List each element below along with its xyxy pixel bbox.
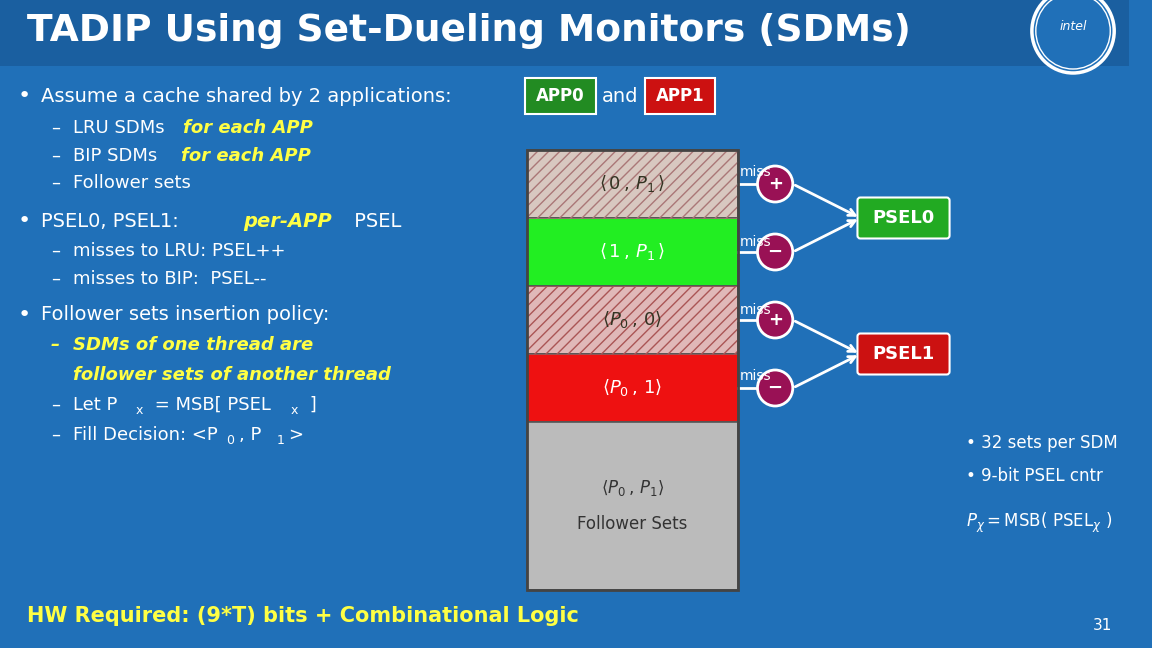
- Text: $\langle P_0\,,\, 1\rangle$: $\langle P_0\,,\, 1\rangle$: [602, 378, 662, 399]
- Text: –: –: [51, 119, 60, 137]
- Text: PSEL0, PSEL1:: PSEL0, PSEL1:: [41, 211, 185, 231]
- Text: Let P: Let P: [74, 396, 118, 414]
- Text: • 32 sets per SDM: • 32 sets per SDM: [967, 434, 1117, 452]
- Text: •: •: [17, 86, 31, 106]
- Text: Follower sets: Follower sets: [74, 174, 191, 192]
- Text: –: –: [51, 396, 60, 414]
- Text: 0: 0: [226, 435, 234, 448]
- Text: ]: ]: [304, 396, 317, 414]
- FancyBboxPatch shape: [645, 78, 715, 114]
- Bar: [528, 354, 738, 422]
- Circle shape: [758, 370, 793, 406]
- Text: for each APP: for each APP: [183, 119, 313, 137]
- Circle shape: [1032, 0, 1114, 73]
- Text: −: −: [767, 379, 782, 397]
- Bar: [528, 150, 738, 590]
- Text: Follower sets insertion policy:: Follower sets insertion policy:: [41, 305, 329, 325]
- Text: >: >: [288, 426, 303, 444]
- Circle shape: [758, 302, 793, 338]
- Text: Follower Sets: Follower Sets: [577, 515, 688, 533]
- Text: miss: miss: [740, 165, 772, 179]
- Text: follower sets of another thread: follower sets of another thread: [74, 366, 392, 384]
- Text: PSEL: PSEL: [348, 211, 401, 231]
- Text: $P_\chi = \mathrm{MSB}(\ \mathrm{PSEL}_\chi\ )$: $P_\chi = \mathrm{MSB}(\ \mathrm{PSEL}_\…: [967, 511, 1113, 535]
- Text: Fill Decision: <P: Fill Decision: <P: [74, 426, 218, 444]
- Text: SDMs of one thread are: SDMs of one thread are: [74, 336, 313, 354]
- Text: –: –: [51, 336, 60, 354]
- Text: intel: intel: [1060, 19, 1086, 32]
- Text: PSEL0: PSEL0: [872, 209, 934, 227]
- Bar: [528, 150, 738, 218]
- Bar: [528, 150, 738, 218]
- FancyBboxPatch shape: [857, 334, 949, 375]
- Text: APP1: APP1: [655, 87, 704, 105]
- Circle shape: [758, 166, 793, 202]
- Text: HW Required: (9*T) bits + Combinational Logic: HW Required: (9*T) bits + Combinational …: [28, 606, 579, 626]
- Text: $\langle P_0\,,\, 0\rangle$: $\langle P_0\,,\, 0\rangle$: [602, 310, 662, 330]
- Text: –: –: [51, 174, 60, 192]
- Text: −: −: [767, 243, 782, 261]
- Text: PSEL1: PSEL1: [872, 345, 934, 363]
- Text: $\langle\, 1\,,\, P_1\, \rangle$: $\langle\, 1\,,\, P_1\, \rangle$: [599, 242, 666, 262]
- Text: –: –: [51, 426, 60, 444]
- Text: Assume a cache shared by 2 applications:: Assume a cache shared by 2 applications:: [41, 86, 452, 106]
- Text: per-APP: per-APP: [243, 211, 332, 231]
- Bar: [528, 218, 738, 286]
- Text: x: x: [135, 404, 143, 417]
- Text: x: x: [291, 404, 298, 417]
- Text: +: +: [767, 175, 782, 193]
- Text: +: +: [767, 311, 782, 329]
- Text: •: •: [17, 305, 31, 325]
- Text: BIP SDMs: BIP SDMs: [74, 147, 164, 165]
- Bar: [528, 286, 738, 354]
- Text: misses to BIP:  PSEL--: misses to BIP: PSEL--: [74, 270, 267, 288]
- Text: and: and: [601, 86, 638, 106]
- Text: miss: miss: [740, 303, 772, 317]
- Bar: [0, 0, 1129, 66]
- Bar: [528, 286, 738, 354]
- Bar: [528, 422, 738, 590]
- FancyBboxPatch shape: [525, 78, 596, 114]
- Text: miss: miss: [740, 369, 772, 383]
- Text: LRU SDMs: LRU SDMs: [74, 119, 170, 137]
- Text: $\langle P_0\,,\, P_1\rangle$: $\langle P_0\,,\, P_1\rangle$: [601, 478, 665, 498]
- Text: misses to LRU: PSEL++: misses to LRU: PSEL++: [74, 242, 286, 260]
- Text: TADIP Using Set-Dueling Monitors (SDMs): TADIP Using Set-Dueling Monitors (SDMs): [28, 13, 911, 49]
- Text: = MSB[ PSEL: = MSB[ PSEL: [149, 396, 271, 414]
- Text: $\langle\, 0\,,\, P_1\, \rangle$: $\langle\, 0\,,\, P_1\, \rangle$: [599, 174, 666, 194]
- Text: miss: miss: [740, 235, 772, 249]
- Text: APP0: APP0: [536, 87, 585, 105]
- Text: , P: , P: [240, 426, 262, 444]
- Text: for each APP: for each APP: [181, 147, 311, 165]
- Text: •: •: [17, 211, 31, 231]
- FancyBboxPatch shape: [857, 198, 949, 238]
- Text: 1: 1: [276, 435, 285, 448]
- Text: –: –: [51, 242, 60, 260]
- Text: • 9-bit PSEL cntr: • 9-bit PSEL cntr: [967, 467, 1104, 485]
- Text: 31: 31: [1093, 618, 1112, 634]
- Text: –: –: [51, 147, 60, 165]
- Text: –: –: [51, 270, 60, 288]
- Circle shape: [758, 234, 793, 270]
